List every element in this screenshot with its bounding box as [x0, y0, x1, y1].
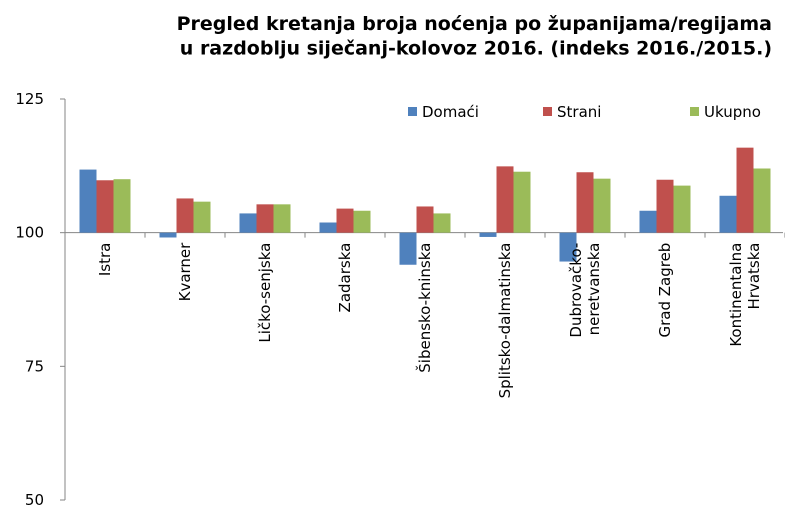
bar: [719, 195, 737, 233]
legend-label: Domaći: [422, 103, 479, 121]
bar: [433, 213, 451, 233]
bar: [239, 213, 257, 233]
x-tick-label: Ličko-senjska: [256, 243, 274, 343]
bar: [559, 232, 577, 262]
bar: [736, 147, 754, 233]
bar: [496, 166, 514, 233]
legend-swatch: [690, 107, 699, 116]
bar: [159, 232, 177, 238]
bar: [576, 172, 594, 233]
bar: [113, 179, 131, 233]
bar: [176, 198, 194, 233]
bar: [193, 201, 211, 233]
bar: [336, 208, 354, 233]
x-tick-label: Dubrovačko-neretvanska: [567, 243, 603, 338]
bar: [319, 222, 337, 233]
bar: [593, 178, 611, 233]
legend-swatch: [408, 107, 417, 116]
y-tick-label: 100: [15, 224, 44, 242]
bar: [639, 210, 657, 233]
bar: [416, 206, 434, 233]
bar: [513, 171, 531, 233]
x-tick-label: Istra: [96, 243, 114, 276]
chart-title: Pregled kretanja broja noćenja po župani…: [177, 13, 772, 60]
legend-label: Ukupno: [704, 103, 761, 121]
x-tick-label: Grad Zagreb: [656, 243, 674, 338]
bar: [79, 169, 97, 233]
legend-label: Strani: [557, 103, 601, 121]
bar: [673, 185, 691, 233]
bar: [399, 232, 417, 265]
x-tick-label: KontinentalnaHrvatska: [727, 243, 763, 347]
y-tick-label: 75: [25, 357, 44, 375]
bar: [256, 204, 274, 233]
x-tick-label: Kvarner: [176, 242, 194, 302]
x-tick-label: Zadarska: [336, 243, 354, 313]
bar: [353, 210, 371, 233]
bar: [479, 232, 497, 237]
x-tick-label: Šibensko-kninska: [415, 243, 434, 373]
y-tick-label: 125: [15, 90, 44, 108]
legend-swatch: [543, 107, 552, 116]
x-tick-label: Splitsko-dalmatinska: [496, 243, 514, 399]
bar: [273, 204, 291, 233]
y-tick-label: 50: [25, 491, 44, 506]
bar: [753, 168, 771, 233]
bar: [96, 180, 114, 233]
bar: [656, 179, 674, 233]
